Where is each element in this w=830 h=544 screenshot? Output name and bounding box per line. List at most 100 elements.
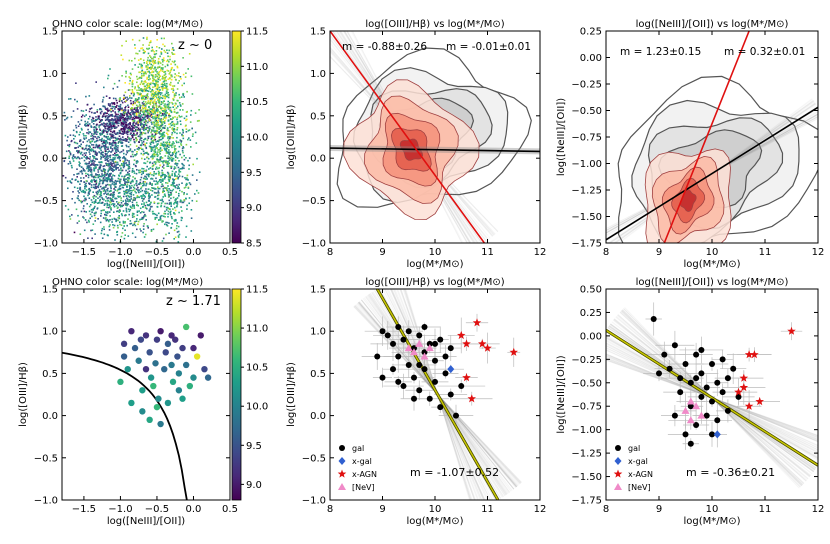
sdss-point: [129, 220, 132, 222]
sdss-point: [175, 151, 178, 154]
sdss-point: [110, 187, 112, 190]
sdss-point: [158, 74, 161, 77]
sdss-point: [174, 209, 177, 212]
sdss-point: [87, 173, 89, 176]
sdss-point: [177, 150, 180, 153]
sdss-point: [155, 104, 157, 106]
sdss-point: [165, 152, 168, 154]
sdss-point: [108, 206, 110, 209]
x-tick-label: 9: [379, 247, 385, 258]
sdss-point: [107, 157, 109, 160]
sdss-point: [174, 131, 176, 134]
sdss-point: [158, 105, 160, 108]
sdss-point: [115, 205, 118, 207]
y-tick-label: −1.0: [34, 239, 58, 250]
sdss-point: [124, 221, 126, 223]
sdss-point: [131, 207, 133, 209]
sdss-point: [161, 169, 163, 172]
sdss-point: [86, 121, 89, 123]
sdss-point: [183, 192, 185, 194]
sdss-point: [102, 177, 105, 179]
sdss-point: [132, 120, 134, 122]
sdss-point: [141, 67, 143, 69]
sdss-point: [126, 130, 129, 132]
x-agn-point: [457, 330, 466, 340]
sdss-point: [149, 97, 152, 100]
sdss-point: [156, 202, 159, 205]
sdss-point: [66, 139, 68, 142]
sdss-point: [97, 218, 99, 220]
sdss-point: [175, 219, 177, 222]
galaxy-point: [146, 416, 153, 424]
sdss-point: [124, 140, 127, 142]
sdss-point: [74, 156, 76, 158]
sdss-point: [83, 115, 86, 118]
sdss-point: [110, 184, 112, 186]
y-tick-label: −0.5: [34, 453, 58, 464]
galaxy-point: [168, 361, 175, 369]
sdss-point: [155, 122, 158, 125]
sdss-point: [79, 200, 82, 202]
sdss-point: [179, 116, 181, 118]
sdss-point: [151, 49, 154, 51]
sdss-point: [103, 226, 105, 228]
nev-point: [415, 339, 424, 347]
sdss-point: [150, 99, 153, 102]
sdss-point: [126, 138, 128, 141]
sdss-point: [164, 93, 167, 96]
sdss-point: [125, 214, 127, 216]
sdss-point: [139, 129, 141, 132]
sdss-point: [128, 129, 131, 131]
sdss-point: [116, 224, 119, 227]
sdss-point: [113, 166, 115, 168]
sdss-point: [115, 113, 117, 116]
sdss-point: [85, 211, 87, 213]
colorbar-tick-label: 10.5: [246, 363, 268, 374]
sdss-point: [74, 142, 77, 144]
sdss-point: [124, 158, 127, 160]
sdss-point: [123, 184, 125, 186]
sdss-point: [146, 90, 149, 92]
sdss-point: [88, 95, 91, 97]
sdss-point: [80, 177, 82, 179]
sdss-point: [90, 164, 92, 166]
legend-marker-gal: [615, 445, 621, 451]
sdss-point: [137, 186, 139, 189]
sdss-point: [166, 64, 169, 67]
sdss-point: [83, 229, 86, 232]
sdss-point: [138, 196, 140, 199]
sdss-point: [169, 176, 171, 178]
sdss-point: [161, 166, 164, 168]
sdss-point: [121, 141, 123, 143]
sdss-point: [119, 105, 122, 108]
sdss-point: [107, 135, 109, 138]
sdss-point: [136, 126, 138, 129]
sdss-point: [137, 124, 140, 127]
sdss-point: [155, 82, 157, 84]
sdss-point: [147, 121, 149, 124]
sdss-point: [156, 206, 159, 208]
sdss-point: [160, 156, 162, 158]
sdss-point: [166, 202, 168, 205]
sdss-point: [102, 190, 105, 192]
sdss-point: [119, 180, 122, 182]
sdss-point: [157, 194, 159, 197]
sdss-point: [155, 192, 158, 194]
sdss-point: [129, 99, 132, 102]
sdss-point: [162, 94, 164, 97]
sdss-point: [106, 148, 108, 150]
sdss-point: [85, 152, 87, 154]
sdss-point: [190, 75, 193, 78]
galaxy-point: [162, 349, 169, 356]
sdss-point: [171, 152, 174, 154]
sdss-point: [186, 174, 189, 177]
sdss-point: [164, 51, 167, 53]
red-slope-label: m = 1.23±0.15: [620, 46, 701, 58]
sdss-point: [106, 131, 108, 134]
sdss-point: [176, 201, 179, 203]
sdss-point: [128, 138, 130, 141]
sdss-point: [182, 137, 185, 140]
sdss-point: [160, 103, 163, 105]
sdss-point: [99, 139, 101, 141]
sdss-point: [140, 144, 143, 146]
